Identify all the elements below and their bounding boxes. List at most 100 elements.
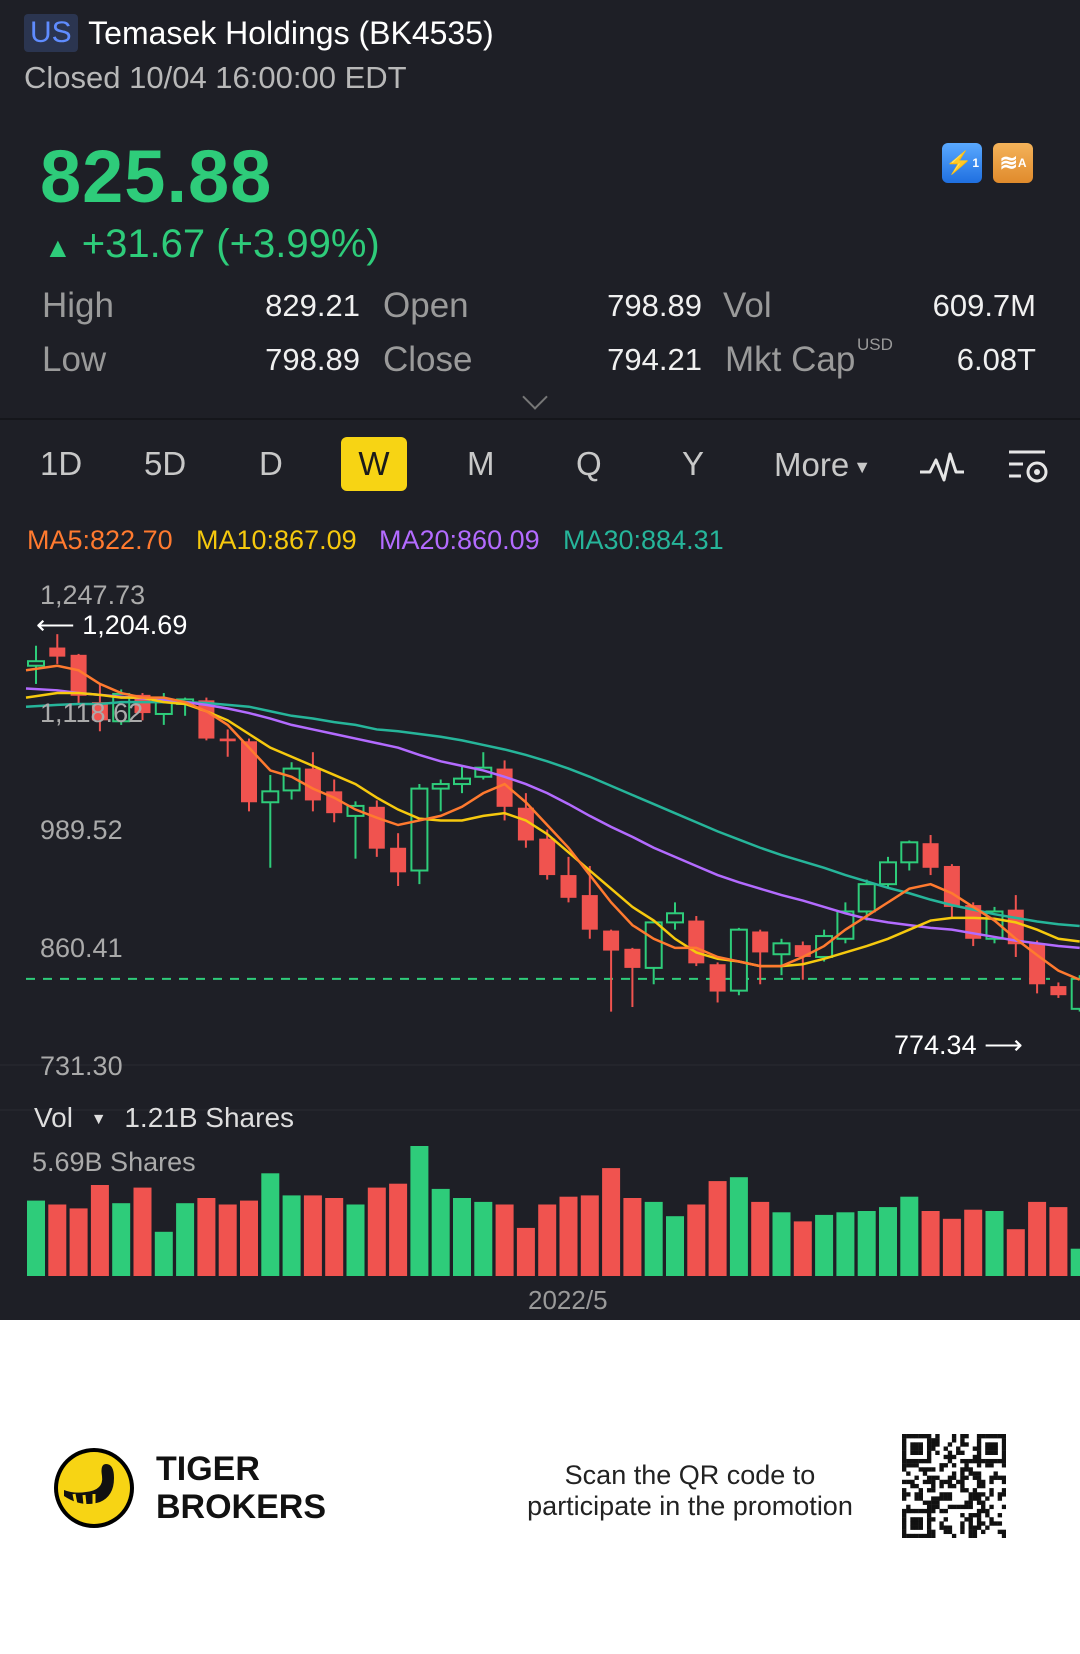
qr-module [918, 1450, 923, 1455]
qr-module [951, 1504, 957, 1510]
qr-module [985, 1525, 990, 1530]
qr-module [989, 1442, 994, 1447]
indicator-icon[interactable] [918, 448, 966, 484]
more-dropdown[interactable]: More ▼ [774, 446, 871, 484]
qr-module [939, 1483, 944, 1489]
qr-module [906, 1434, 911, 1439]
candle-body [688, 920, 705, 964]
tab-m[interactable]: M [467, 445, 495, 482]
qr-module [972, 1458, 978, 1464]
qr-module [951, 1475, 957, 1480]
qr-module [1001, 1450, 1006, 1455]
volume-bar [197, 1198, 216, 1276]
y-tick-4: 731.30 [40, 1051, 123, 1081]
qr-module [972, 1513, 978, 1518]
high-marker: ⟵ 1,204.69 [36, 610, 187, 641]
qr-module [981, 1458, 986, 1464]
qr-module [939, 1508, 944, 1514]
candle-body [1070, 977, 1080, 1010]
qr-module [964, 1500, 969, 1505]
ma20-legend: MA20:860.09 [379, 525, 540, 555]
qr-module [972, 1533, 978, 1538]
chart-settings-icon[interactable] [1005, 446, 1053, 486]
volume-bar [112, 1203, 131, 1276]
volume-header[interactable]: Vol ▼ 1.21B Shares [34, 1102, 294, 1134]
qr-module [914, 1458, 919, 1464]
qr-module [993, 1434, 998, 1439]
qr-module [947, 1496, 953, 1501]
tab-1d[interactable]: 1D [40, 445, 83, 482]
qr-module [947, 1479, 953, 1485]
ma10-legend: MA10:867.09 [196, 525, 357, 555]
candle-body [410, 787, 429, 872]
candle-body [241, 741, 257, 803]
qr-module [926, 1458, 932, 1464]
qr-module [922, 1467, 928, 1472]
volume-bar [325, 1198, 344, 1276]
qr-module [902, 1533, 907, 1538]
volume-bar [879, 1207, 897, 1276]
y-tick-2: 989.52 [40, 815, 123, 845]
qr-module [918, 1508, 923, 1514]
open-value: 798.89 [607, 288, 702, 323]
candle-body [879, 861, 897, 886]
volume-bar [644, 1201, 663, 1276]
candle-body [346, 804, 365, 817]
qr-code[interactable] [902, 1434, 1006, 1538]
qr-module [989, 1479, 994, 1485]
qr-module [926, 1533, 932, 1538]
candle-body [965, 905, 982, 939]
qr-module [960, 1513, 965, 1518]
volume-bar [261, 1173, 280, 1276]
qr-module [902, 1529, 907, 1535]
qr-module [985, 1508, 990, 1514]
qr-module [1001, 1529, 1006, 1535]
qr-module [976, 1442, 982, 1447]
volume-bar [985, 1211, 1004, 1276]
qr-module [918, 1492, 923, 1497]
more-label: More [774, 446, 850, 483]
qr-module [972, 1475, 978, 1480]
tab-q[interactable]: Q [576, 445, 602, 482]
lightning-icon[interactable]: ⚡ 1 [942, 143, 982, 183]
volume-bar [964, 1209, 983, 1276]
tab-d[interactable]: D [259, 445, 283, 482]
qr-module [902, 1513, 907, 1518]
qr-module [976, 1513, 982, 1518]
candle-body [709, 964, 726, 992]
qr-module [960, 1521, 965, 1526]
qr-module [926, 1475, 932, 1480]
qr-module [964, 1467, 969, 1472]
x-axis-date: 2022/5 [528, 1285, 608, 1315]
tab-y[interactable]: Y [682, 445, 705, 482]
qr-module [947, 1442, 953, 1447]
candlestick-chart[interactable] [0, 570, 1080, 1310]
candle-body [304, 768, 321, 801]
qr-module [985, 1513, 990, 1518]
volume-bar [516, 1227, 535, 1276]
qr-module [922, 1508, 928, 1514]
qr-module [935, 1475, 940, 1480]
tab-w[interactable]: W [341, 437, 407, 491]
candle-body [70, 654, 87, 696]
qr-module [926, 1438, 932, 1443]
volume-bar [580, 1195, 599, 1276]
qr-module [985, 1496, 990, 1501]
qr-module [939, 1467, 944, 1472]
qr-module [997, 1529, 1003, 1535]
qr-module [956, 1504, 961, 1510]
tab-5d[interactable]: 5D [144, 445, 187, 482]
qr-module [976, 1463, 982, 1468]
qr-module [951, 1463, 957, 1468]
expand-chevron-icon[interactable] [522, 384, 548, 410]
qr-module [943, 1496, 948, 1501]
qr-module [922, 1479, 928, 1485]
left-arrow-icon: ⟵ [36, 610, 75, 640]
qr-module [918, 1458, 923, 1464]
divider [0, 418, 1080, 420]
qr-module [968, 1467, 973, 1472]
qr-module [968, 1517, 973, 1522]
volume-bar [623, 1198, 642, 1276]
layers-icon[interactable]: ≋ A [993, 143, 1033, 183]
close-label: Close [383, 340, 473, 379]
